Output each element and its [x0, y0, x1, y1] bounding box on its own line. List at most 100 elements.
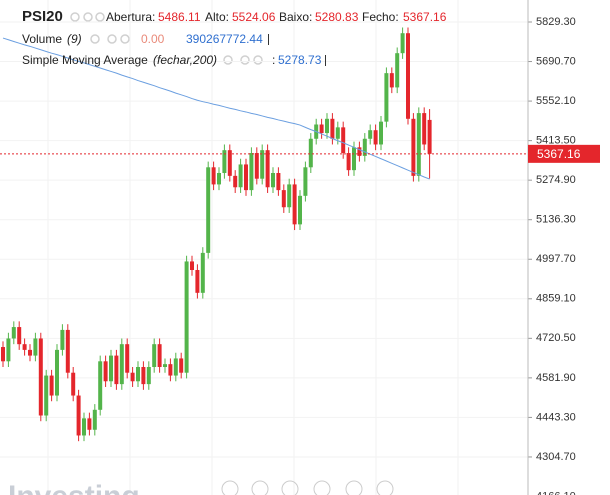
y-tick-label: 5413.50: [536, 135, 576, 147]
ohlc-label: Baixo:: [279, 10, 313, 24]
tool-button[interactable]: [313, 480, 331, 495]
legend-icon: [83, 12, 93, 22]
candle-body: [190, 261, 194, 271]
candle-body: [395, 53, 400, 88]
legend-icon: [107, 34, 117, 44]
candle-body: [55, 349, 59, 396]
y-tick-label: 4859.10: [536, 293, 576, 305]
indicator-value: 0.00: [141, 32, 165, 46]
candle-body: [211, 167, 216, 185]
y-tick-label: 4166.10: [536, 490, 576, 495]
candle-body: [157, 344, 162, 368]
candle-body: [179, 358, 184, 373]
candle-body: [76, 395, 81, 436]
tool-button[interactable]: [221, 480, 239, 495]
candle-body: [71, 372, 76, 396]
candle-body: [11, 327, 16, 339]
y-tick-label: 5690.70: [536, 55, 576, 67]
candle-body: [379, 121, 383, 145]
symbol: PSI20: [22, 8, 63, 25]
y-tick-label: 5274.90: [536, 174, 576, 186]
watermark: Investing: [8, 480, 140, 495]
candle-body: [271, 173, 275, 188]
legend-icon: [70, 12, 80, 22]
candle-body: [1, 347, 5, 362]
candle-body: [163, 364, 167, 368]
candle-body: [217, 173, 221, 185]
legend-icon: [90, 34, 100, 44]
indicator-value: 390267772.44: [186, 32, 263, 46]
candle-body: [103, 361, 108, 382]
candle-body: [87, 418, 92, 430]
candle-body: [238, 164, 243, 188]
candle-body: [28, 349, 32, 356]
candle-body: [114, 355, 119, 385]
indicator-name: Simple Moving Average: [22, 53, 148, 67]
tool-button[interactable]: [251, 480, 269, 495]
candle-body: [168, 364, 173, 376]
candle-body: [60, 329, 65, 350]
ohlc-value: 5524.06: [232, 10, 276, 24]
candle-body: [249, 153, 254, 191]
candle-body: [222, 150, 227, 174]
candle-body: [422, 113, 427, 145]
candle-body: [130, 372, 135, 382]
candle-body: [260, 150, 265, 179]
tool-button[interactable]: [281, 480, 299, 495]
candle-body: [254, 153, 259, 179]
candle-body: [233, 175, 238, 188]
candle-body: [152, 344, 157, 368]
ohlc-value: 5486.11: [158, 10, 201, 24]
sma-line: [2, 37, 430, 180]
candle-body: [17, 327, 22, 345]
candle-body: [6, 338, 11, 362]
candle-body: [265, 150, 270, 188]
candle-body: [195, 270, 200, 293]
price-tag-label: 5367.16: [537, 147, 581, 161]
candle-body: [303, 167, 308, 196]
indicator-name: Volume: [22, 32, 63, 46]
candle-body: [298, 195, 302, 225]
toolbar: [221, 480, 394, 495]
candle-body: [38, 338, 43, 416]
indicator-params: (fechar,200): [153, 53, 218, 67]
candle-body: [109, 355, 113, 382]
candle-body: [400, 33, 405, 54]
tool-button[interactable]: [345, 480, 363, 495]
candle-body: [346, 153, 351, 171]
candle-body: [362, 138, 367, 156]
y-tick-label: 4443.30: [536, 411, 576, 423]
tool-button[interactable]: [376, 480, 394, 495]
candle-body: [308, 138, 313, 168]
ohlc-label: Abertura:: [106, 10, 156, 24]
candle-body: [335, 127, 340, 139]
candle-body: [357, 147, 362, 156]
y-tick-label: 4581.90: [536, 372, 576, 384]
candle-body: [65, 329, 70, 373]
y-tick-label: 4304.70: [536, 451, 576, 463]
ohlc-value: 5280.83: [315, 10, 359, 24]
candle-body: [146, 367, 151, 385]
candle-body: [136, 367, 140, 382]
candle-body: [33, 338, 38, 356]
indicator-sep: :: [272, 53, 276, 67]
candle-body: [44, 375, 49, 416]
candle-body: [427, 119, 432, 154]
candle-body: [125, 344, 130, 373]
candle-body: [49, 375, 54, 396]
indicator-params: (9): [67, 32, 82, 46]
legend-icon: [223, 55, 233, 65]
candle-body: [98, 361, 103, 410]
candle-body: [119, 344, 124, 385]
legend-icon: [120, 34, 130, 44]
candle-body: [292, 184, 297, 225]
candle-body: [200, 252, 205, 293]
candle-body: [276, 173, 281, 191]
candle-body: [319, 124, 324, 134]
ohlc-label: Fecho:: [362, 10, 399, 24]
candle-body: [373, 130, 378, 145]
candle-body: [184, 261, 189, 373]
candle-body: [416, 113, 421, 176]
